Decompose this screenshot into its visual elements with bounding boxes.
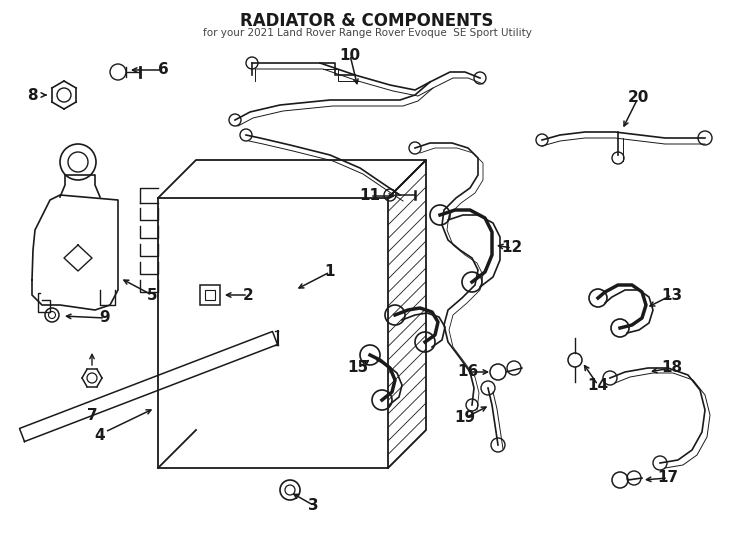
Text: for your 2021 Land Rover Range Rover Evoque  SE Sport Utility: for your 2021 Land Rover Range Rover Evo… bbox=[203, 28, 531, 38]
Text: 5: 5 bbox=[147, 287, 157, 302]
Text: 12: 12 bbox=[501, 240, 523, 255]
Text: 18: 18 bbox=[661, 361, 683, 375]
Text: 1: 1 bbox=[324, 265, 335, 280]
Bar bbox=[200, 285, 220, 305]
Text: 14: 14 bbox=[587, 377, 608, 393]
Text: 16: 16 bbox=[457, 364, 479, 380]
Text: 3: 3 bbox=[308, 497, 319, 512]
Text: 17: 17 bbox=[658, 470, 678, 485]
Text: 15: 15 bbox=[347, 361, 368, 375]
Text: 11: 11 bbox=[360, 188, 380, 204]
Text: RADIATOR & COMPONENTS: RADIATOR & COMPONENTS bbox=[240, 12, 494, 30]
Text: 10: 10 bbox=[339, 48, 360, 63]
Text: 6: 6 bbox=[158, 63, 168, 78]
Text: 4: 4 bbox=[95, 428, 105, 442]
Text: 13: 13 bbox=[661, 287, 683, 302]
Text: 20: 20 bbox=[628, 91, 649, 105]
Text: 8: 8 bbox=[27, 87, 38, 103]
Text: 2: 2 bbox=[243, 287, 253, 302]
Text: 19: 19 bbox=[454, 410, 476, 426]
Bar bbox=[205, 290, 215, 300]
Text: 9: 9 bbox=[100, 310, 110, 326]
Text: 7: 7 bbox=[87, 408, 98, 422]
